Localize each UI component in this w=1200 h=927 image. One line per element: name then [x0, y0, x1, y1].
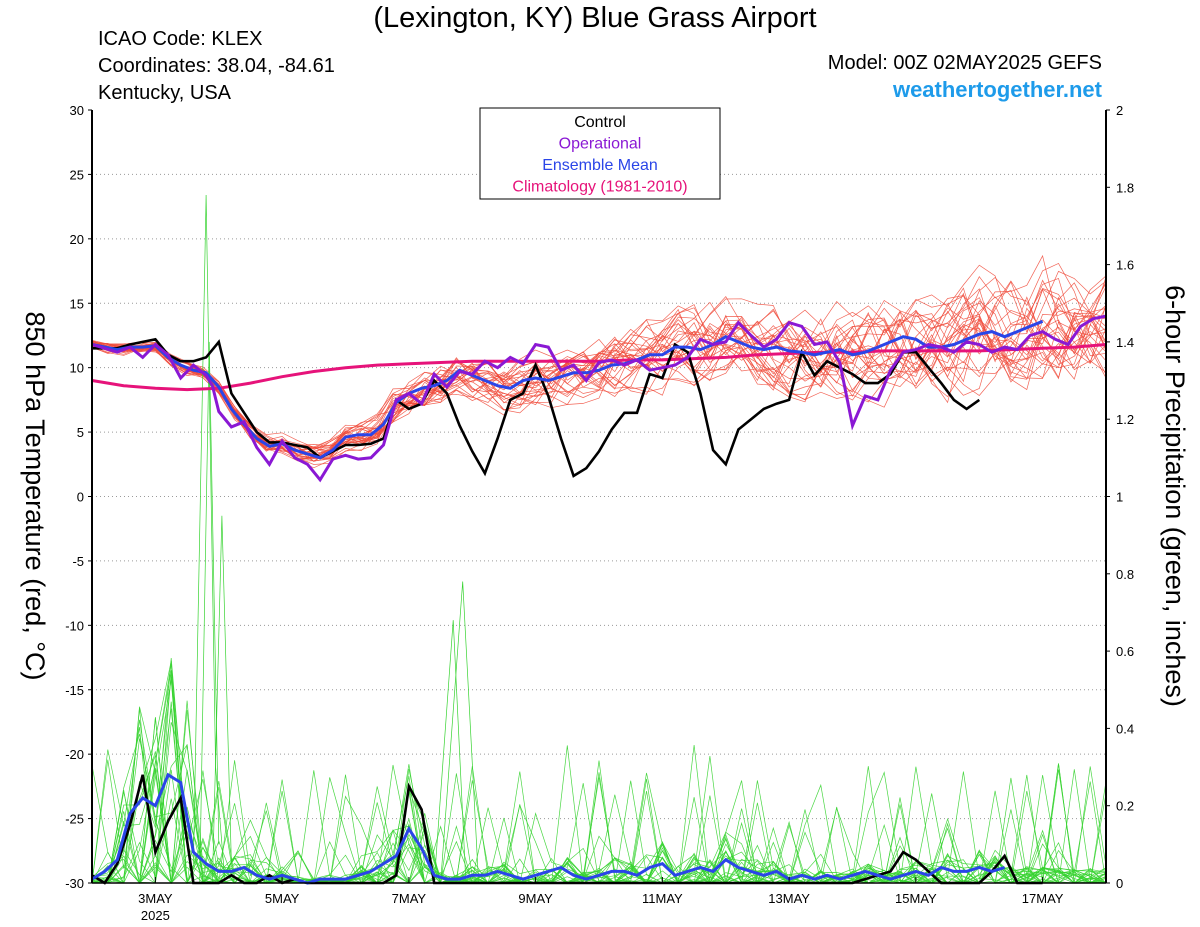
- x-tick-label: 9MAY: [518, 891, 553, 906]
- legend: Control Operational Ensemble Mean Climatolo…: [479, 107, 721, 200]
- y-left-tick-label: -20: [65, 747, 84, 762]
- precipitation-member-line: [91, 700, 1107, 885]
- region-label: Kentucky, USA: [98, 82, 232, 104]
- y-right-tick-label: 0.6: [1116, 644, 1134, 659]
- x-tick-label: 11MAY: [642, 891, 683, 906]
- precipitation-member-line: [91, 749, 1107, 884]
- x-tick-label: 5MAY: [265, 891, 300, 906]
- y-left-tick-label: 25: [70, 167, 84, 182]
- y-right-tick-label: 0.4: [1116, 721, 1134, 736]
- precipitation-member-line: [199, 341, 220, 884]
- site-name[interactable]: weathertogether.net: [892, 77, 1102, 102]
- precipitation-member-line: [212, 515, 232, 884]
- y-left-tick-label: 0: [77, 490, 84, 505]
- precipitation-member-line: [92, 717, 1107, 884]
- y-right-tick-label: 0.2: [1116, 799, 1134, 814]
- temperature-member-line: [91, 277, 1107, 469]
- y-right-tick-label: 1.2: [1116, 412, 1134, 427]
- x-tick-label: 15MAY: [895, 891, 937, 906]
- legend-entry: Ensemble Mean: [542, 157, 658, 174]
- legend-entry: Control: [574, 114, 626, 131]
- y-right-tick-label: 1: [1116, 490, 1123, 505]
- x-tick-label: 13MAY: [768, 891, 810, 906]
- y-left-tick-label: -25: [65, 812, 84, 827]
- precipitation-member-line: [91, 671, 1107, 884]
- y-left-tick-label: 15: [70, 296, 84, 311]
- legend-entry: Climatology (1981-2010): [512, 179, 687, 196]
- y-left-tick-label: 20: [70, 232, 84, 247]
- precipitation-member-line: [91, 751, 1107, 884]
- temperature-operational-line: [91, 314, 1107, 483]
- precipitation-member-line: [91, 707, 1107, 885]
- y-left-tick-label: -10: [65, 618, 84, 633]
- model-run-label: Model: 00Z 02MAY2025 GEFS: [827, 52, 1102, 74]
- y-left-tick-label: -15: [65, 683, 84, 698]
- temperature-member-line: [91, 303, 1107, 458]
- y-right-tick-label: 1.8: [1116, 180, 1134, 195]
- precipitation-member-line: [91, 708, 1107, 884]
- temperature-member-line: [91, 308, 1107, 456]
- chart-title: (Lexington, KY) Blue Grass Airport: [373, 2, 817, 34]
- legend-box: [479, 107, 721, 200]
- y-right-tick-label: 1.4: [1116, 335, 1134, 350]
- icao-code: ICAO Code: KLEX: [98, 28, 263, 50]
- temperature-member-line: [91, 283, 1107, 461]
- y-right-tick-label: 0.8: [1116, 567, 1134, 582]
- y-axis-left-label: 850 hPa Temperature (red, °C): [20, 312, 50, 681]
- precipitation-member-line: [193, 194, 226, 884]
- y-axis-right-label: 6-hour Precipitation (green, inches): [1160, 285, 1190, 707]
- series-lines: [91, 314, 1107, 885]
- precipitation-member-line: [91, 743, 1107, 884]
- axes: 302520151050-5-10-15-20-25-3021.81.61.41…: [65, 103, 1134, 923]
- precipitation-mean-line: [91, 772, 1006, 885]
- y-left-tick-label: 10: [70, 361, 84, 376]
- precipitation-member-line: [440, 581, 479, 884]
- x-tick-label: 17MAY: [1022, 891, 1064, 906]
- precipitation-member-line: [433, 620, 467, 884]
- precipitation-member-line: [91, 701, 1106, 884]
- x-tick-year-label: 2025: [141, 908, 170, 923]
- y-left-tick-label: 30: [70, 103, 84, 118]
- precipitation-member-line: [91, 710, 1107, 885]
- y-left-tick-label: -5: [72, 554, 84, 569]
- y-left-tick-label: 5: [77, 425, 84, 440]
- y-right-tick-label: 0: [1116, 876, 1123, 891]
- grid-lines: [92, 173, 1106, 820]
- legend-entry: Operational: [559, 136, 642, 153]
- precipitation-member-line: [91, 719, 1106, 884]
- x-tick-label: 7MAY: [392, 891, 427, 906]
- y-right-tick-label: 1.6: [1116, 258, 1134, 273]
- coordinates: Coordinates: 38.04, -84.61: [98, 55, 335, 77]
- temperature-member-line: [91, 317, 1107, 448]
- y-right-tick-label: 2: [1116, 103, 1123, 118]
- temperature-mean-line: [91, 319, 1044, 460]
- x-tick-label: 3MAY: [138, 891, 173, 906]
- y-left-tick-label: -30: [65, 876, 84, 891]
- axis-labels: 850 hPa Temperature (red, °C) 6-hour Pre…: [20, 285, 1190, 707]
